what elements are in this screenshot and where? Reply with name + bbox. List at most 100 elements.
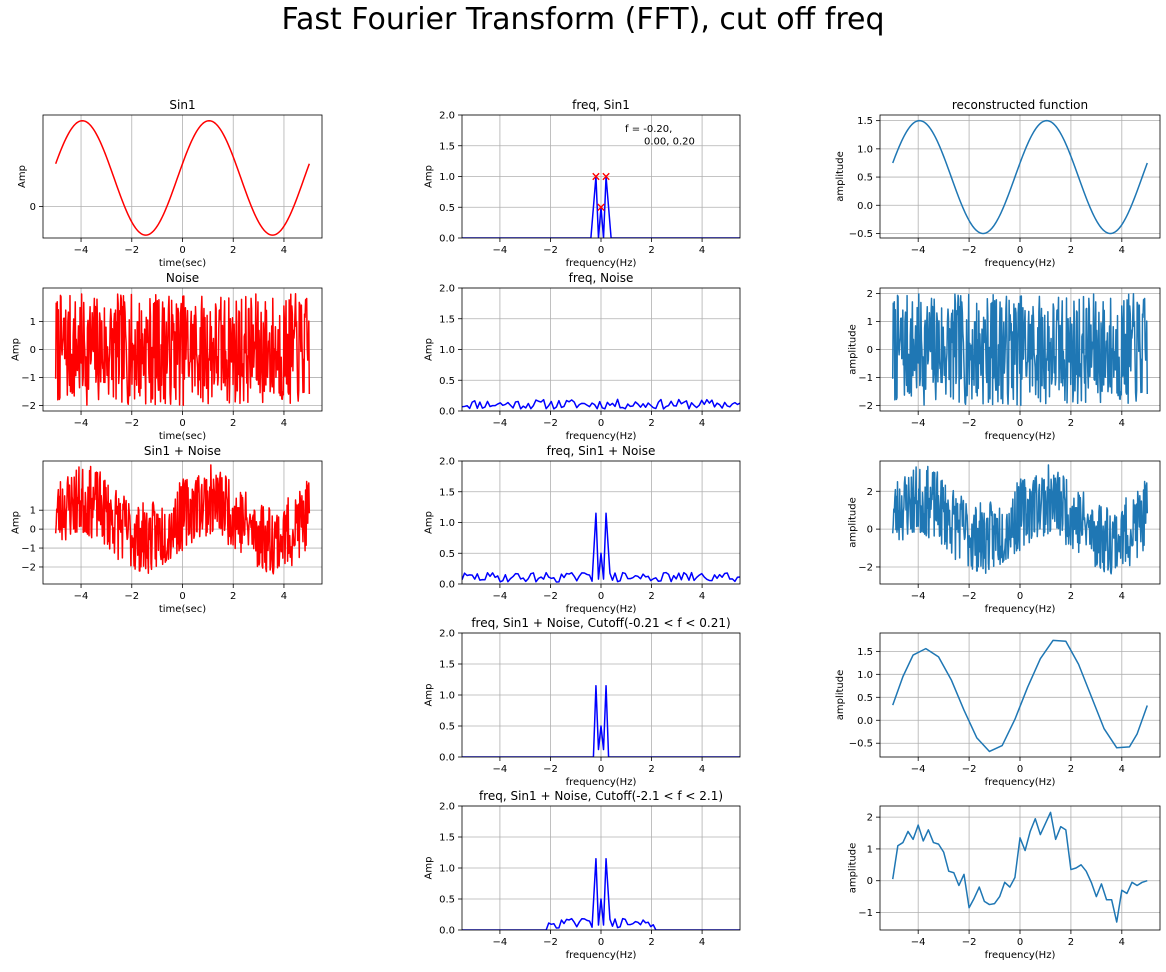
y-tick-label: 1.5 [439, 833, 455, 844]
x-axis-label: frequency(Hz) [566, 604, 637, 615]
series-line-0 [462, 512, 740, 583]
x-tick-label: 2 [648, 937, 654, 948]
y-tick-label: 1 [30, 506, 36, 517]
x-tick-label: 4 [1119, 764, 1125, 775]
y-tick-label: 0.5 [439, 722, 455, 733]
x-tick-label: 4 [281, 418, 287, 429]
x-tick-label: −2 [962, 418, 977, 429]
subplot-freq_cut2: −4 −2 0 2 4 0.0 0.5 1.0 1.5 2.0 frequency(Hz) Amp fr… [423, 789, 741, 961]
x-tick-label: 4 [699, 937, 705, 948]
y-tick-label: 2.0 [439, 629, 455, 640]
x-tick-label: 2 [1068, 245, 1074, 256]
series-line-0 [892, 639, 1148, 753]
x-tick-label: 0 [598, 591, 604, 602]
series-line-0 [891, 811, 1148, 923]
x-tick-label: 0 [179, 418, 185, 429]
y-tick-label: 0.5 [857, 693, 873, 704]
subplot-title: Noise [166, 271, 199, 285]
y-tick-label: 0.5 [439, 549, 455, 560]
y-axis-label: Amp [17, 165, 28, 188]
annotation-line-1: f = -0.20, [625, 124, 672, 135]
x-tick-label: 0 [598, 418, 604, 429]
x-tick-label: −4 [911, 418, 926, 429]
y-tick-label: 0 [867, 876, 873, 887]
subplot-title: Sin1 + Noise [144, 444, 221, 458]
y-tick-label: 1.5 [857, 647, 873, 658]
x-axis-label: frequency(Hz) [566, 258, 637, 269]
subplot-freq_sin1: −4 −2 0 2 4 0.0 0.5 1.0 1.5 2.0 frequency(Hz) Amp fr… [423, 98, 741, 269]
x-tick-label: −2 [962, 764, 977, 775]
y-tick-label: −0.5 [849, 739, 873, 750]
y-tick-label: 0.5 [857, 173, 873, 184]
x-axis-label: frequency(Hz) [985, 604, 1056, 615]
x-axis-label: frequency(Hz) [566, 777, 637, 788]
subplot-sin1_noise: −4 −2 0 2 4 −2 −1 0 1 time(sec) Amp Sin1 + Noise [11, 444, 323, 615]
subplot-recon_noise: −4 −2 0 2 4 −2 −1 0 1 2 frequency(Hz) amplitude [848, 287, 1161, 442]
series-line-0 [462, 398, 740, 410]
series-line-0 [54, 119, 311, 236]
x-tick-label: 0 [1017, 591, 1023, 602]
y-tick-label: 1.0 [439, 345, 455, 356]
y-axis-label: Amp [423, 511, 434, 534]
y-tick-label: 0 [867, 345, 873, 356]
y-tick-label: −0.5 [849, 229, 873, 240]
x-tick-label: 4 [1119, 591, 1125, 602]
x-axis-label: time(sec) [159, 431, 206, 442]
x-tick-label: −2 [124, 591, 139, 602]
series-line-0 [462, 684, 740, 757]
x-tick-label: −2 [543, 591, 558, 602]
x-axis-label: frequency(Hz) [985, 777, 1056, 788]
x-tick-label: −4 [911, 764, 926, 775]
y-tick-label: 0 [30, 345, 36, 356]
x-axis-label: frequency(Hz) [566, 431, 637, 442]
y-tick-label: 0 [30, 202, 36, 213]
x-tick-label: 4 [1119, 418, 1125, 429]
x-tick-label: 4 [281, 591, 287, 602]
x-axis-label: frequency(Hz) [985, 950, 1056, 961]
y-tick-label: 0.5 [439, 895, 455, 906]
series-line-0 [892, 119, 1148, 235]
y-tick-label: 1.0 [857, 144, 873, 155]
series-line-0 [891, 292, 1149, 407]
x-tick-label: 0 [1017, 764, 1023, 775]
y-tick-label: 1.0 [439, 172, 455, 183]
x-tick-label: 2 [648, 591, 654, 602]
x-tick-label: 2 [648, 418, 654, 429]
subplot-recon_cut2: −4 −2 0 2 4 −1 0 1 2 frequency(Hz) amplitude [848, 805, 1161, 961]
x-tick-label: −2 [962, 937, 977, 948]
subplot-title: reconstructed function [952, 98, 1088, 112]
y-tick-label: 1 [30, 317, 36, 328]
series-line-0 [891, 464, 1149, 575]
y-tick-label: 1.5 [439, 314, 455, 325]
y-tick-label: 2 [867, 813, 873, 824]
y-tick-label: 0.0 [857, 716, 873, 727]
x-tick-label: 2 [1068, 591, 1074, 602]
y-tick-label: −1 [21, 544, 36, 555]
x-tick-label: −4 [493, 418, 508, 429]
subplot-title: freq, Noise [569, 271, 634, 285]
subplot-freq_cut1: −4 −2 0 2 4 0.0 0.5 1.0 1.5 2.0 frequency(Hz) Amp fr… [423, 616, 741, 788]
y-tick-label: 1.0 [439, 691, 455, 702]
y-tick-label: 2.0 [439, 284, 455, 295]
x-tick-label: −2 [543, 937, 558, 948]
y-tick-label: 1.0 [439, 864, 455, 875]
y-tick-label: 0.5 [439, 203, 455, 214]
x-tick-label: 0 [598, 245, 604, 256]
annotation-line-2: 0.00, 0.20 [644, 137, 695, 148]
series-line-0 [54, 292, 311, 407]
y-tick-label: 1 [867, 844, 873, 855]
y-tick-label: 1.5 [439, 141, 455, 152]
x-tick-label: 4 [1119, 245, 1125, 256]
y-tick-label: −2 [858, 562, 873, 573]
x-axis-label: frequency(Hz) [985, 258, 1056, 269]
subplot-noise: −4 −2 0 2 4 −2 −1 0 1 time(sec) Amp Noise [11, 271, 323, 442]
x-tick-label: −2 [124, 245, 139, 256]
x-tick-label: 2 [230, 418, 236, 429]
x-tick-label: −2 [962, 245, 977, 256]
subplot-title: Sin1 [169, 98, 195, 112]
x-tick-label: 4 [1119, 937, 1125, 948]
y-tick-label: 2 [867, 289, 873, 300]
x-tick-label: −4 [911, 937, 926, 948]
y-tick-label: 0.0 [439, 407, 455, 418]
